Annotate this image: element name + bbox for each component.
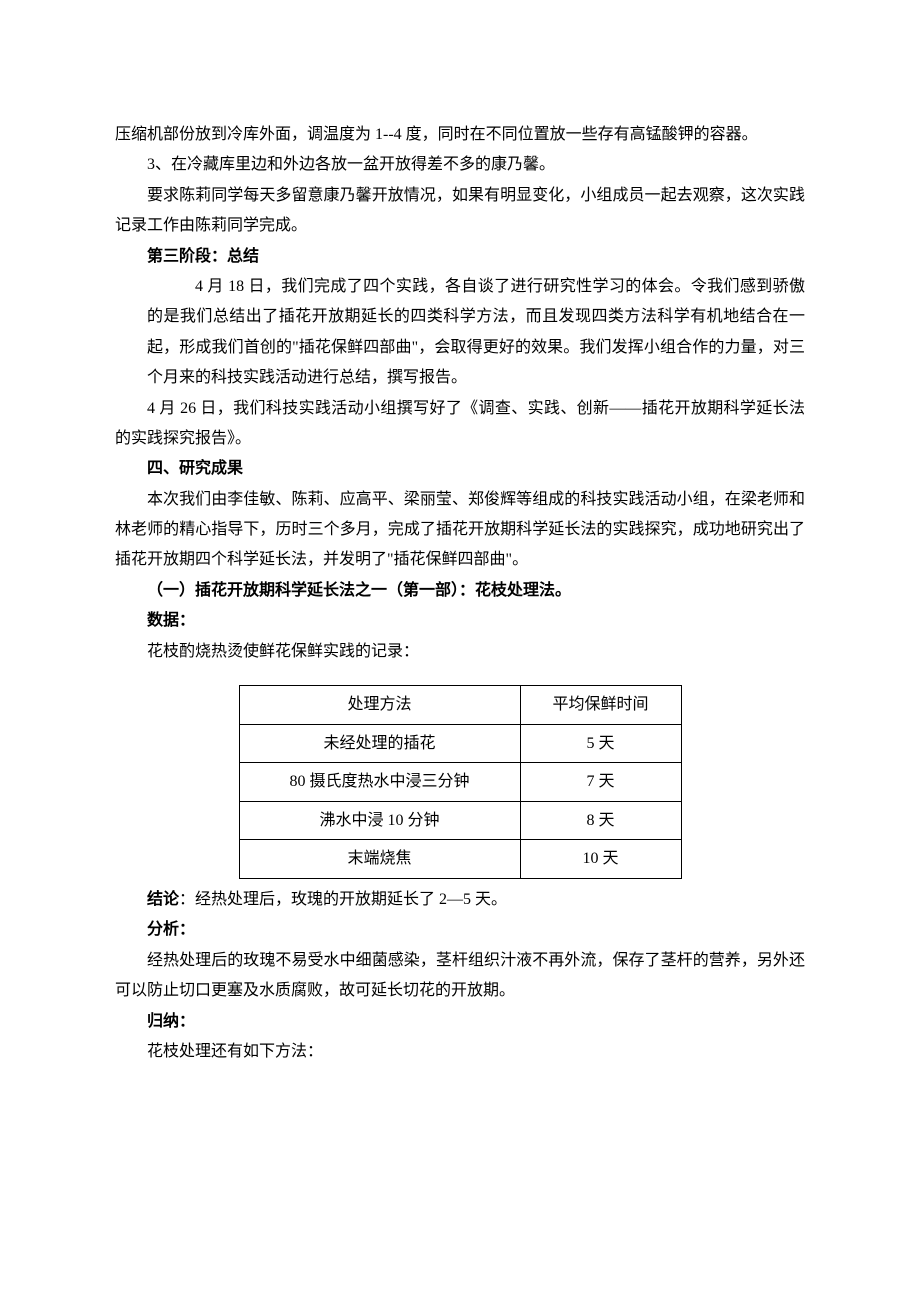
- table-row: 沸水中浸 10 分钟 8 天: [239, 801, 681, 840]
- table-cell: 末端烧焦: [239, 840, 520, 879]
- heading-guina: 归纳：: [115, 1007, 805, 1037]
- table-cell: 未经处理的插花: [239, 724, 520, 763]
- paragraph: 花枝处理还有如下方法：: [115, 1037, 805, 1067]
- table-cell: 10 天: [520, 840, 681, 879]
- paragraph: 3、在冷藏库里边和外边各放一盆开放得差不多的康乃馨。: [115, 150, 805, 180]
- table-cell: 沸水中浸 10 分钟: [239, 801, 520, 840]
- table-header-row: 处理方法 平均保鲜时间: [239, 686, 681, 725]
- table-row: 未经处理的插花 5 天: [239, 724, 681, 763]
- table-header-cell: 处理方法: [239, 686, 520, 725]
- conclusion-label: 结论: [147, 891, 179, 908]
- heading-analysis: 分析：: [115, 915, 805, 945]
- table-header-cell: 平均保鲜时间: [520, 686, 681, 725]
- paragraph: 4 月 18 日，我们完成了四个实践，各自谈了进行研究性学习的体会。令我们感到骄…: [147, 272, 805, 394]
- document-page: 压缩机部份放到冷库外面，调温度为 1--4 度，同时在不同位置放一些存有高锰酸钾…: [0, 0, 920, 1302]
- preservation-table: 处理方法 平均保鲜时间 未经处理的插花 5 天 80 摄氏度热水中浸三分钟 7 …: [239, 685, 682, 879]
- table-cell: 7 天: [520, 763, 681, 802]
- heading-section-4: 四、研究成果: [115, 454, 805, 484]
- paragraph: 要求陈莉同学每天多留意康乃馨开放情况，如果有明显变化，小组成员一起去观察，这次实…: [115, 181, 805, 242]
- conclusion-line: 结论：经热处理后，玫瑰的开放期延长了 2—5 天。: [115, 885, 805, 915]
- table-cell: 5 天: [520, 724, 681, 763]
- paragraph: 本次我们由李佳敏、陈莉、应高平、梁丽莹、郑俊辉等组成的科技实践活动小组，在梁老师…: [115, 485, 805, 576]
- table-cell: 8 天: [520, 801, 681, 840]
- paragraph: 花枝酌烧热烫使鲜花保鲜实践的记录：: [115, 637, 805, 667]
- paragraph: 压缩机部份放到冷库外面，调温度为 1--4 度，同时在不同位置放一些存有高锰酸钾…: [115, 120, 805, 150]
- table-row: 末端烧焦 10 天: [239, 840, 681, 879]
- paragraph: 经热处理后的玫瑰不易受水中细菌感染，茎杆组织汁液不再外流，保存了茎杆的营养，另外…: [115, 946, 805, 1007]
- table-row: 80 摄氏度热水中浸三分钟 7 天: [239, 763, 681, 802]
- paragraph: 4 月 26 日，我们科技实践活动小组撰写好了《调查、实践、创新——插花开放期科…: [115, 394, 805, 455]
- table-cell: 80 摄氏度热水中浸三分钟: [239, 763, 520, 802]
- heading-stage-3: 第三阶段：总结: [115, 242, 805, 272]
- heading-subsection-1: （一）插花开放期科学延长法之一（第一部）：花枝处理法。: [115, 576, 805, 606]
- heading-data: 数据：: [115, 606, 805, 636]
- conclusion-text: ：经热处理后，玫瑰的开放期延长了 2—5 天。: [179, 891, 507, 908]
- indented-block: 4 月 18 日，我们完成了四个实践，各自谈了进行研究性学习的体会。令我们感到骄…: [115, 272, 805, 394]
